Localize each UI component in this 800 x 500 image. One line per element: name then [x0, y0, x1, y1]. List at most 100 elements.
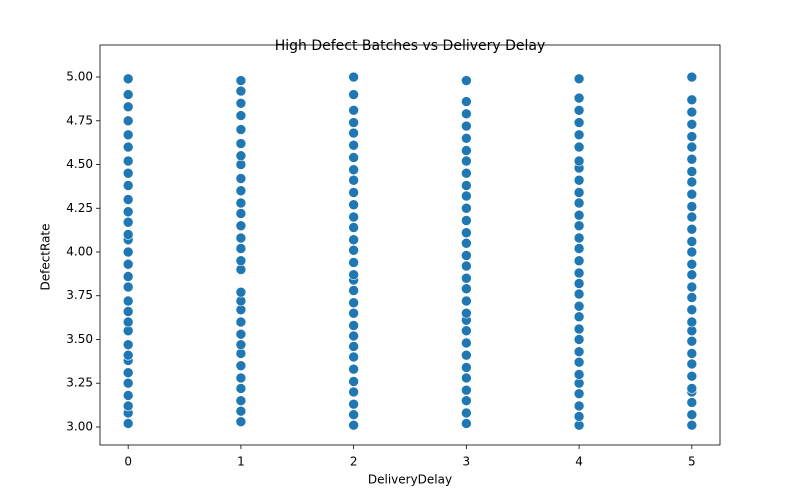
- point: [573, 129, 585, 141]
- point: [122, 400, 134, 412]
- point: [686, 246, 698, 258]
- point: [122, 141, 134, 153]
- point: [573, 117, 585, 128]
- point: [348, 386, 359, 398]
- point: [348, 139, 359, 151]
- y-tick-label: 4.75: [66, 113, 93, 127]
- point: [122, 155, 134, 167]
- point: [122, 115, 134, 127]
- x-tick-label: 2: [350, 455, 358, 469]
- point: [122, 281, 134, 293]
- point: [348, 330, 359, 342]
- point: [686, 153, 698, 165]
- point: [235, 243, 247, 254]
- point: [573, 278, 585, 289]
- point: [573, 243, 585, 254]
- point: [235, 383, 247, 394]
- point: [573, 411, 585, 422]
- point: [573, 400, 585, 412]
- point: [235, 97, 247, 109]
- point: [235, 85, 247, 97]
- point: [461, 237, 472, 249]
- point: [461, 325, 472, 337]
- point: [686, 106, 698, 118]
- point: [686, 383, 698, 394]
- point: [348, 187, 359, 198]
- point: [235, 197, 247, 209]
- point: [348, 398, 359, 410]
- point: [686, 370, 698, 382]
- point: [122, 206, 134, 218]
- point: [686, 409, 698, 421]
- point: [122, 246, 134, 258]
- point: [686, 71, 698, 83]
- point: [573, 187, 585, 198]
- point: [461, 108, 472, 120]
- point: [348, 363, 359, 375]
- point: [348, 234, 359, 246]
- point: [235, 220, 247, 232]
- point: [235, 185, 247, 197]
- point: [686, 281, 698, 293]
- x-tick-label: 0: [124, 455, 132, 469]
- point: [573, 334, 585, 345]
- point: [348, 152, 359, 163]
- point: [235, 75, 247, 86]
- point: [461, 362, 472, 373]
- point: [461, 215, 472, 226]
- point: [348, 257, 359, 268]
- point: [235, 110, 247, 121]
- point: [348, 351, 359, 363]
- point: [461, 120, 472, 132]
- x-tick-label: 1: [237, 455, 245, 469]
- point: [686, 141, 698, 153]
- point: [686, 292, 698, 303]
- point: [461, 307, 472, 319]
- point: [348, 211, 359, 223]
- point: [461, 349, 472, 361]
- point: [573, 388, 585, 400]
- point: [686, 166, 698, 177]
- point: [461, 372, 472, 384]
- point: [686, 188, 698, 200]
- point: [686, 223, 698, 235]
- point: [348, 199, 359, 211]
- point: [122, 306, 134, 317]
- point: [461, 202, 472, 214]
- plot-frame: [99, 44, 721, 446]
- point: [461, 283, 472, 295]
- point: [573, 323, 585, 335]
- point: [461, 75, 472, 86]
- point: [573, 300, 585, 312]
- point: [235, 339, 247, 351]
- point: [686, 304, 698, 316]
- point: [348, 419, 359, 431]
- point: [348, 285, 359, 296]
- point: [122, 295, 134, 307]
- point: [348, 320, 359, 331]
- y-tick-label: 3.00: [66, 419, 93, 433]
- point: [573, 141, 585, 153]
- point: [348, 174, 359, 186]
- point: [348, 409, 359, 421]
- point: [235, 124, 247, 135]
- point: [686, 236, 698, 247]
- point: [122, 89, 134, 100]
- y-tick-label: 5.00: [66, 70, 93, 84]
- point: [573, 73, 585, 85]
- point: [348, 89, 359, 100]
- point: [122, 367, 134, 379]
- point: [235, 395, 247, 407]
- point: [686, 397, 698, 408]
- point: [686, 118, 698, 130]
- point: [122, 390, 134, 401]
- point: [348, 127, 359, 139]
- point: [461, 272, 472, 284]
- point: [235, 150, 247, 162]
- point: [348, 164, 359, 176]
- point: [235, 316, 247, 328]
- point: [461, 190, 472, 202]
- point: [122, 418, 134, 429]
- point: [235, 328, 247, 340]
